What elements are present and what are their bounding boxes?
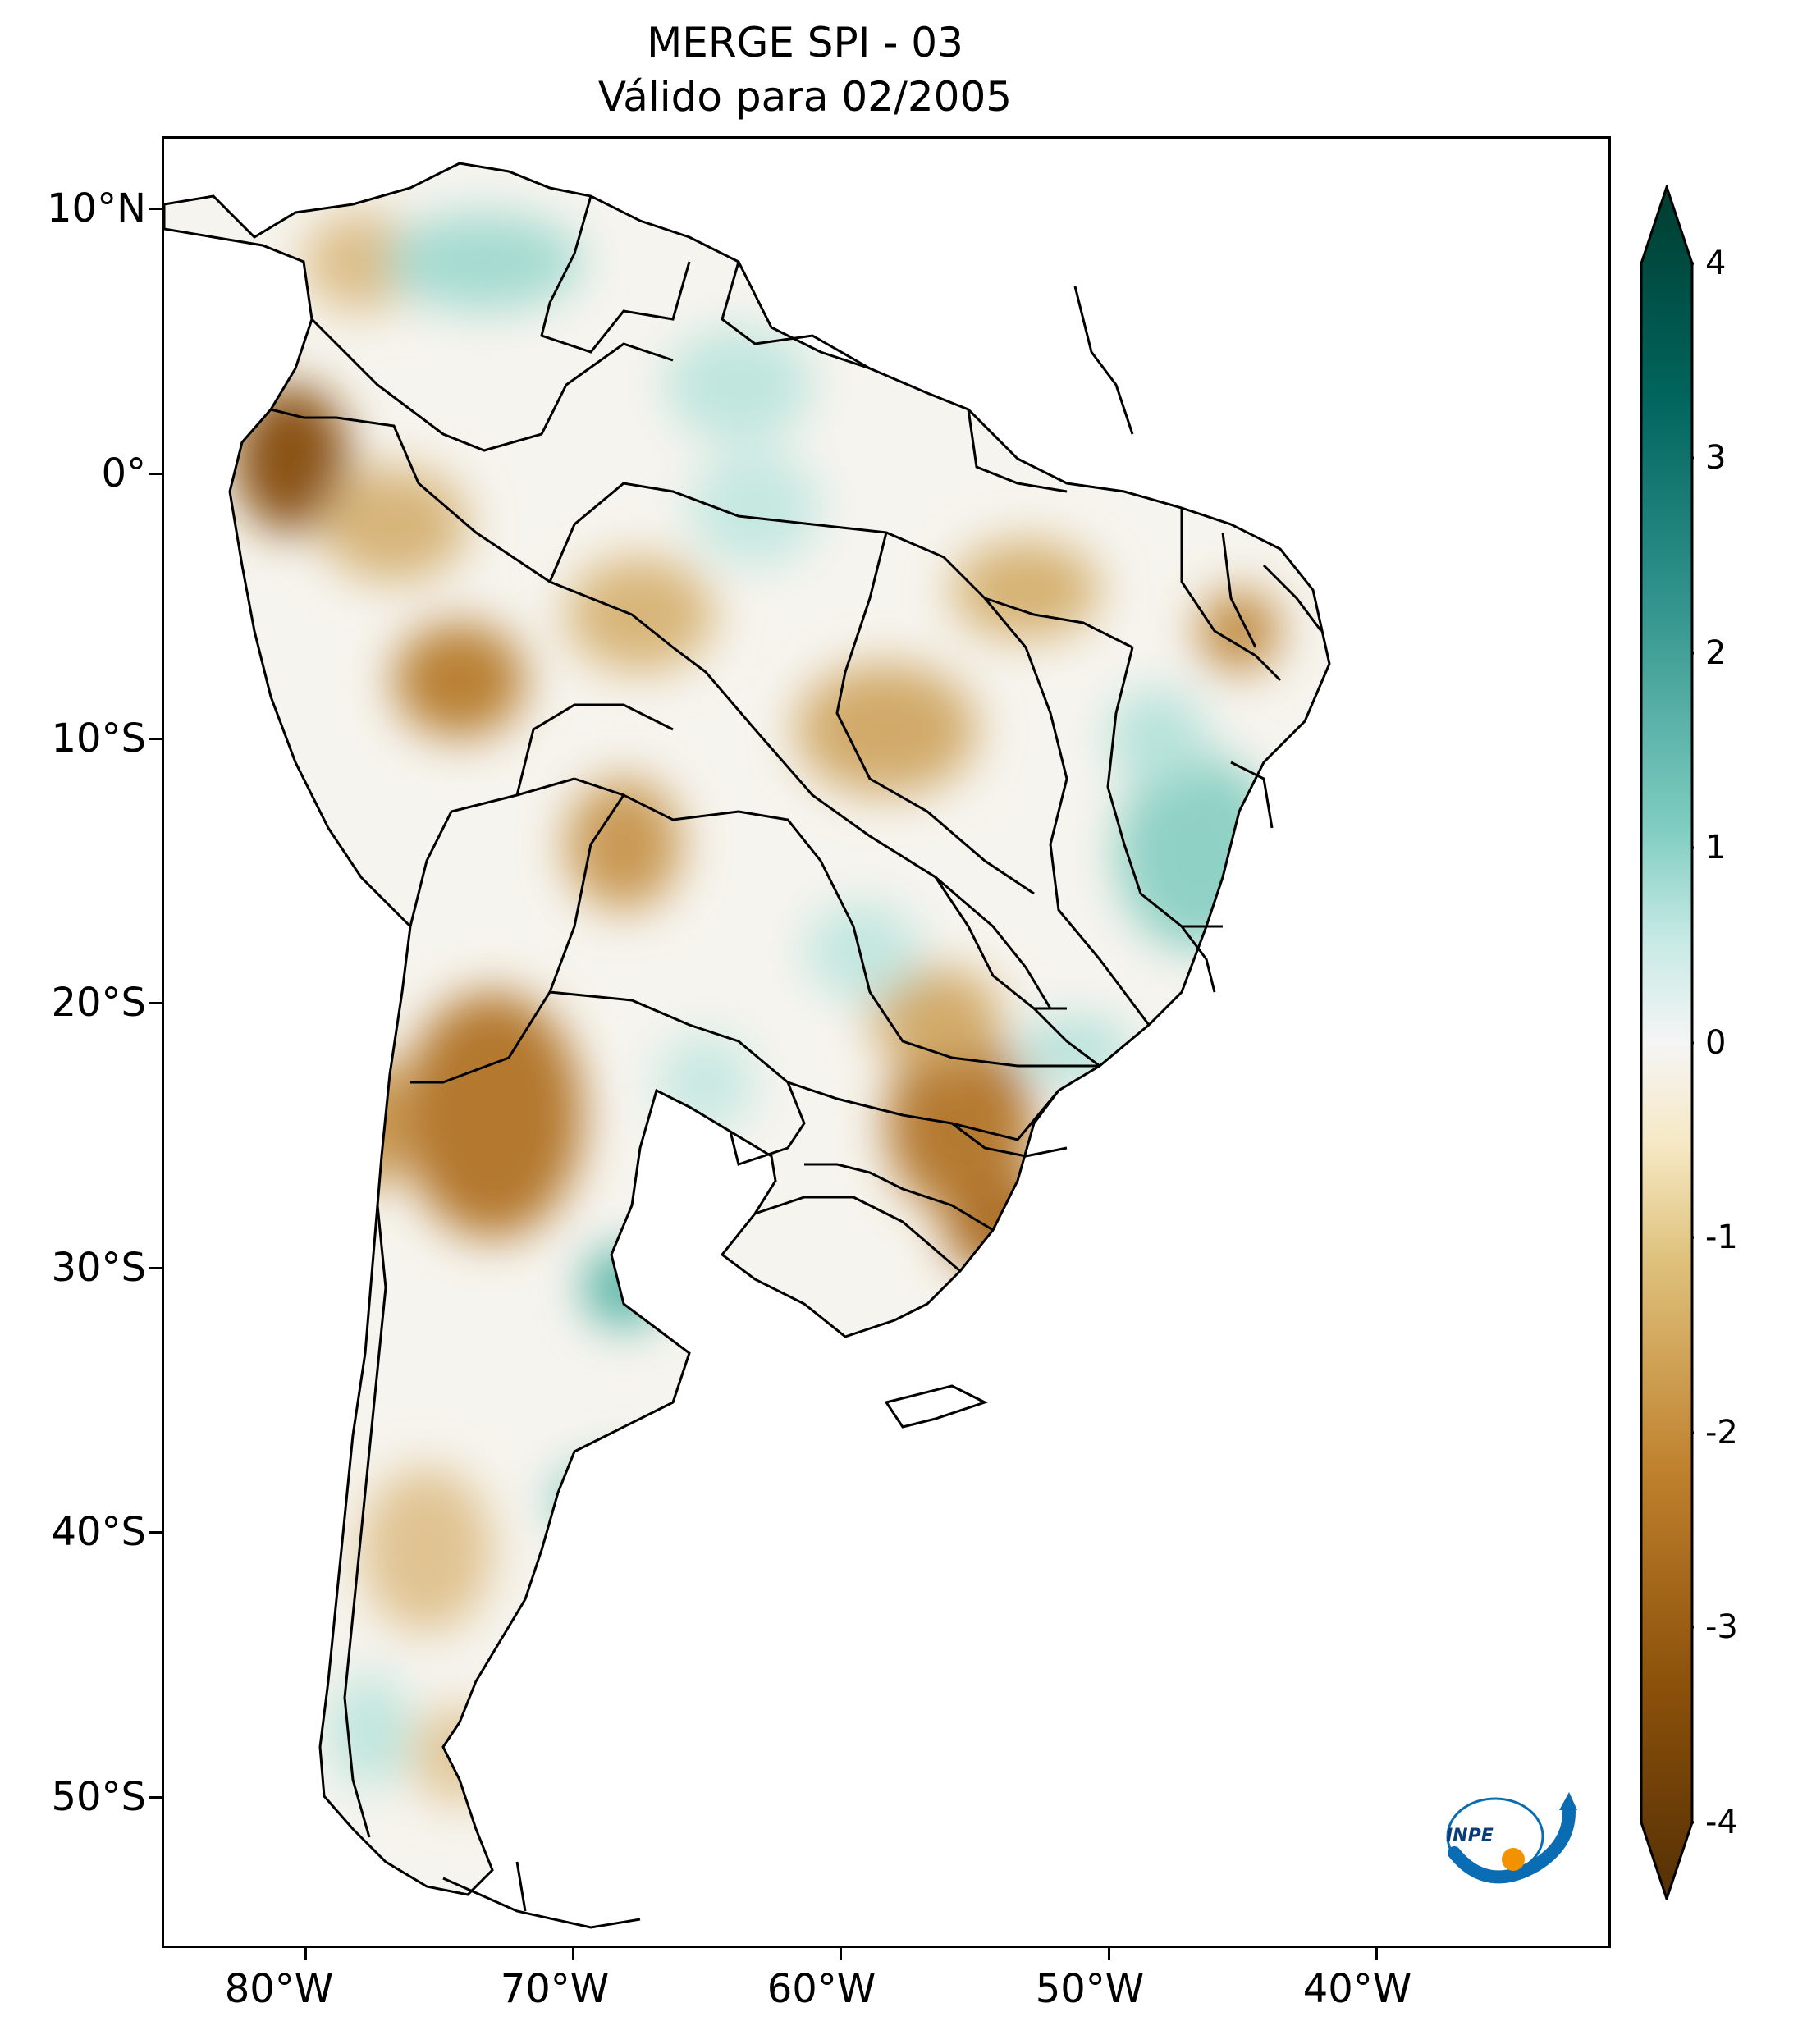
lon-tick	[840, 1948, 842, 1960]
lat-label-10s: 10°S	[51, 716, 146, 761]
svg-text:INPE: INPE	[1446, 1826, 1494, 1846]
lon-tick	[304, 1948, 307, 1960]
colorbar-tick-label: -1	[1705, 1219, 1738, 1256]
lon-label-60w: 60°W	[766, 1966, 876, 2012]
colorbar-tick-label: -3	[1705, 1608, 1738, 1646]
lon-label-40w: 40°W	[1302, 1966, 1412, 2012]
colorbar-ticks	[1692, 262, 1694, 1824]
lat-label-0: 0°	[101, 450, 146, 496]
lon-tick	[572, 1948, 574, 1960]
lat-label-40s: 40°S	[51, 1509, 146, 1555]
lon-label-70w: 70°W	[500, 1966, 610, 2012]
borders	[164, 162, 1331, 1929]
map-subtitle: Válido para 02/2005	[597, 73, 1013, 121]
lat-tick	[149, 1267, 162, 1269]
lat-tick	[149, 1796, 162, 1799]
lat-tick	[149, 1531, 162, 1534]
colorbar-tick-label: 0	[1705, 1024, 1727, 1062]
lat-tick	[149, 208, 162, 210]
colorbar-tick-label: 4	[1705, 245, 1727, 282]
map-panel	[162, 136, 1611, 1948]
lon-label-50w: 50°W	[1035, 1966, 1145, 2012]
colorbar-tick-label: 3	[1705, 439, 1727, 477]
lat-label-10n: 10°N	[47, 185, 146, 231]
map-title: MERGE SPI - 03	[647, 19, 963, 66]
lat-label-30s: 30°S	[51, 1245, 146, 1291]
lat-tick	[149, 1002, 162, 1004]
lat-tick	[149, 738, 162, 740]
colorbar-tick-label: 2	[1705, 634, 1727, 672]
colorbar-tick-label: -4	[1705, 1804, 1738, 1841]
lon-tick	[1375, 1948, 1378, 1960]
south-america-map	[164, 162, 1331, 1929]
lat-tick	[149, 473, 162, 475]
lon-tick	[1108, 1948, 1110, 1960]
colorbar-tick-label: -2	[1705, 1414, 1738, 1452]
lat-label-50s: 50°S	[51, 1774, 146, 1820]
colorbar	[1640, 185, 1694, 1900]
lat-label-20s: 20°S	[51, 980, 146, 1026]
lon-label-80w: 80°W	[224, 1966, 334, 2012]
colorbar-tick-label: 1	[1705, 829, 1727, 867]
inpe-logo: INPE	[1446, 1792, 1577, 1884]
spi-field	[164, 163, 1329, 1895]
